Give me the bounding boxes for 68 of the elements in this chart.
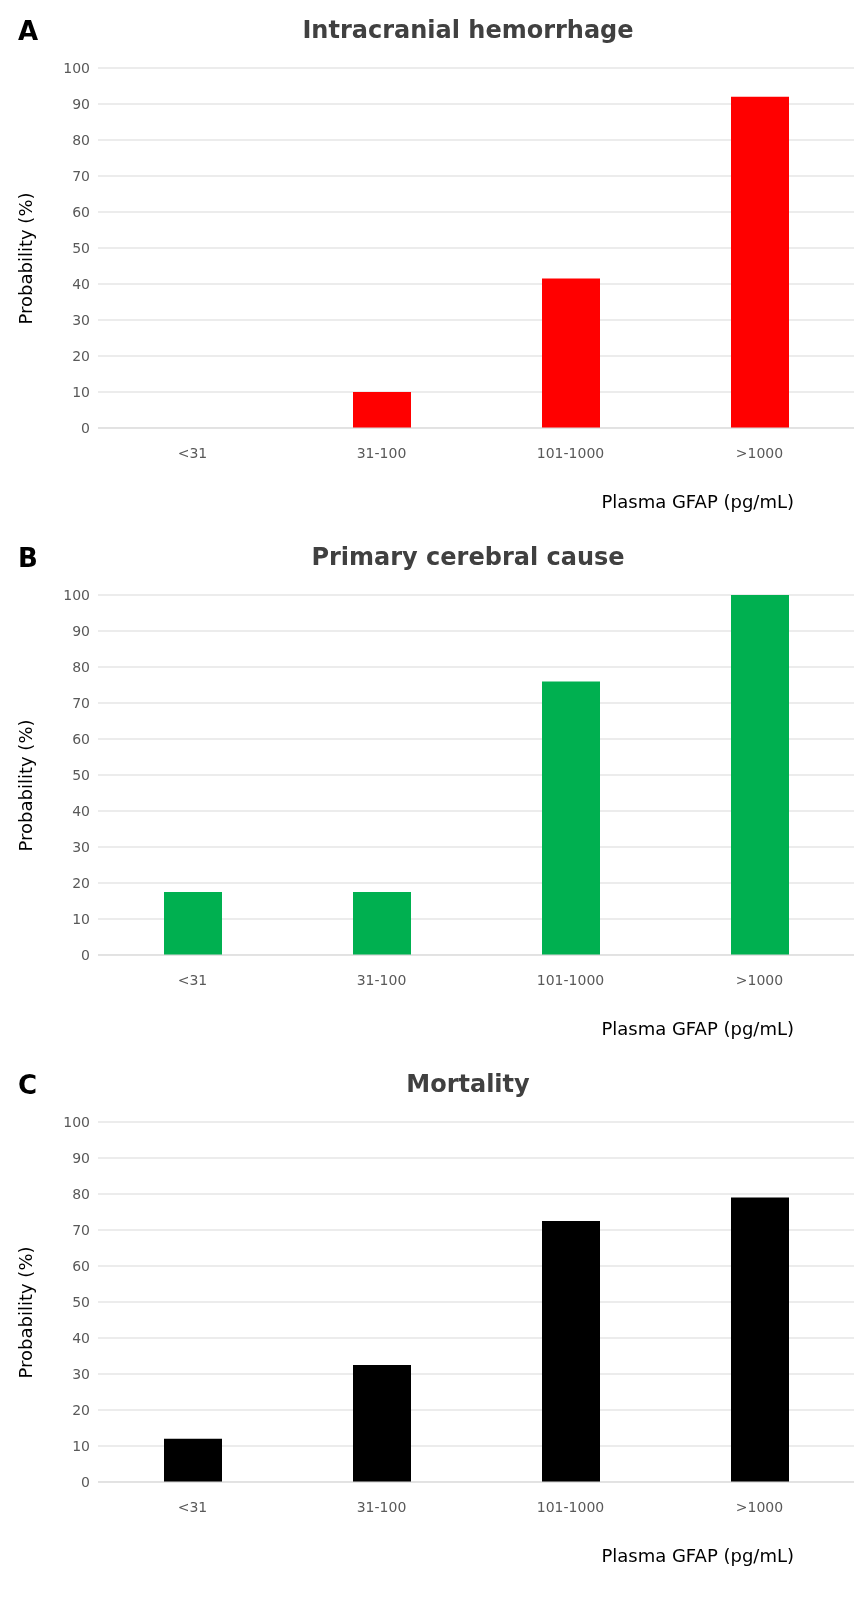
y-tick-label: 90: [72, 622, 90, 639]
x-tick-label: <31: [177, 1498, 208, 1515]
y-axis-title: Probability (%): [14, 1245, 36, 1379]
y-tick-label: 30: [72, 1365, 90, 1382]
y-tick-label: 0: [81, 946, 90, 963]
x-axis-title: Plasma GFAP (pg/mL): [601, 1545, 794, 1566]
x-tick-label: >1000: [735, 1498, 784, 1515]
y-tick-label: 60: [72, 1257, 90, 1274]
y-tick-label: 30: [72, 311, 90, 328]
chart-title: Primary cerebral cause: [310, 543, 626, 571]
y-tick-label: 0: [81, 419, 90, 436]
x-tick-label: >1000: [735, 444, 784, 461]
text: C: [18, 1070, 38, 1100]
bar: [731, 96, 789, 428]
bar: [353, 892, 411, 955]
bar: [164, 1438, 222, 1482]
y-tick-label: 0: [81, 1473, 90, 1490]
y-tick-label: 80: [72, 658, 90, 675]
bar: [164, 892, 222, 955]
y-tick-label: 20: [72, 874, 90, 891]
y-tick-label: 90: [72, 1149, 90, 1166]
y-tick-label: 60: [72, 730, 90, 747]
y-tick-label: 50: [72, 766, 90, 783]
x-tick-label: <31: [177, 971, 208, 988]
y-tick-label: 10: [72, 910, 90, 927]
x-axis-title: Plasma GFAP (pg/mL): [601, 1018, 794, 1039]
text: B: [18, 543, 38, 573]
y-tick-label: 60: [72, 203, 90, 220]
y-tick-label: 20: [72, 347, 90, 364]
y-tick-label: 30: [72, 838, 90, 855]
y-axis-title: Probability (%): [14, 191, 36, 325]
y-tick-label: 40: [72, 275, 90, 292]
chart-title: Mortality: [405, 1070, 531, 1098]
bar: [731, 595, 789, 955]
x-tick-label: 31-100: [356, 1498, 407, 1515]
chart-title: Intracranial hemorrhage: [301, 16, 635, 44]
x-axis-title: Plasma GFAP (pg/mL): [601, 491, 794, 512]
y-tick-label: 50: [72, 1293, 90, 1310]
bar: [542, 1221, 600, 1482]
y-tick-label: 100: [63, 1113, 90, 1130]
y-tick-label: 70: [72, 694, 90, 711]
y-tick-label: 100: [63, 586, 90, 603]
y-tick-label: 70: [72, 1221, 90, 1238]
bar: [353, 1365, 411, 1482]
y-tick-label: 10: [72, 383, 90, 400]
x-tick-label: >1000: [735, 971, 784, 988]
bar: [542, 278, 600, 428]
x-tick-label: 31-100: [356, 971, 407, 988]
x-tick-label: 101-1000: [536, 1498, 605, 1515]
y-tick-label: 20: [72, 1401, 90, 1418]
y-tick-label: 80: [72, 1185, 90, 1202]
bar: [542, 681, 600, 955]
y-axis-title: Probability (%): [14, 718, 36, 852]
text: A: [18, 16, 39, 46]
y-tick-label: 90: [72, 95, 90, 112]
y-tick-label: 70: [72, 167, 90, 184]
y-tick-label: 40: [72, 1329, 90, 1346]
x-tick-label: 101-1000: [536, 444, 605, 461]
x-tick-label: 101-1000: [536, 971, 605, 988]
y-tick-label: 80: [72, 131, 90, 148]
bar: [353, 392, 411, 428]
y-tick-label: 10: [72, 1437, 90, 1454]
y-tick-label: 50: [72, 239, 90, 256]
bar: [731, 1197, 789, 1482]
y-tick-label: 40: [72, 802, 90, 819]
y-tick-label: 100: [63, 59, 90, 76]
x-tick-label: 31-100: [356, 444, 407, 461]
x-tick-label: <31: [177, 444, 208, 461]
